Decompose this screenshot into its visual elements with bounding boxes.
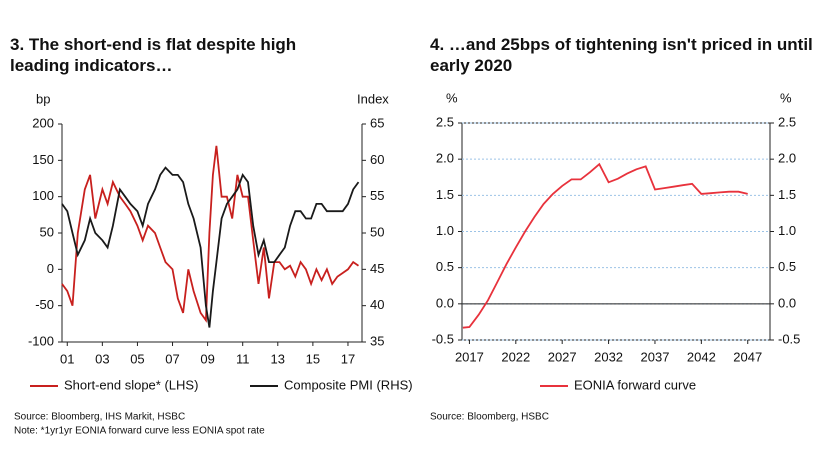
y-tick-label: -100	[28, 333, 54, 348]
chart-title: 3. The short-end is flat despite high le…	[10, 35, 297, 75]
y-axis-label: bp	[36, 91, 50, 106]
x-tick-label: 2027	[548, 349, 577, 364]
x-tick-label: 13	[271, 351, 285, 366]
x-tick-label: 2017	[455, 349, 484, 364]
y2-tick-label: 45	[370, 261, 384, 276]
x-tick-label: 07	[165, 351, 179, 366]
y-tick-label: 2.0	[436, 151, 454, 166]
y2-tick-label: -0.5	[778, 331, 800, 346]
y2-tick-label: 65	[370, 115, 384, 130]
x-tick-label: 15	[306, 351, 320, 366]
y-tick-label: 2.5	[436, 114, 454, 129]
y-tick-label: -50	[35, 297, 54, 312]
y2-tick-label: 50	[370, 224, 384, 239]
source-note: Source: Bloomberg, IHS Markit, HSBC	[14, 412, 185, 423]
footnote: Note: *1yr1yr EONIA forward curve less E…	[14, 426, 265, 437]
y2-tick-label: 2.5	[778, 114, 796, 129]
y-axis-label: %	[446, 90, 458, 105]
y2-tick-label: 35	[370, 333, 384, 348]
chart-title: 4. …and 25bps of tightening isn't priced…	[430, 35, 813, 75]
y2-tick-label: 2.0	[778, 151, 796, 166]
series-line	[61, 145, 360, 323]
x-tick-label: 11	[236, 351, 250, 366]
y2-tick-label: 1.5	[778, 187, 796, 202]
y-tick-label: 1.0	[436, 223, 454, 238]
y-tick-label: 100	[32, 188, 54, 203]
y2-tick-label: 55	[370, 188, 384, 203]
series-line	[462, 162, 748, 329]
x-tick-label: 2042	[687, 349, 716, 364]
x-tick-label: 2037	[641, 349, 670, 364]
x-tick-label: 05	[130, 351, 144, 366]
y2-tick-label: 40	[370, 297, 384, 312]
x-tick-label: 2032	[594, 349, 623, 364]
y2-axis-label: Index	[357, 91, 389, 106]
x-tick-label: 01	[60, 351, 74, 366]
y-tick-label: 150	[32, 152, 54, 167]
y-tick-label: 0	[47, 261, 54, 276]
y2-tick-label: 1.0	[778, 223, 796, 238]
source-note: Source: Bloomberg, HSBC	[430, 412, 549, 423]
y2-tick-label: 0.0	[778, 295, 796, 310]
y2-axis-label: %	[780, 90, 792, 105]
x-tick-label: 2022	[501, 349, 530, 364]
x-tick-label: 17	[341, 351, 355, 366]
x-tick-label: 2047	[733, 349, 762, 364]
legend-label: Short-end slope* (LHS)	[64, 377, 198, 392]
y-tick-label: 200	[32, 115, 54, 130]
x-tick-label: 03	[95, 351, 109, 366]
y-tick-label: 50	[40, 224, 54, 239]
legend-label: EONIA forward curve	[574, 377, 696, 392]
y-tick-label: -0.5	[432, 331, 454, 346]
y2-tick-label: 60	[370, 152, 384, 167]
legend-label: Composite PMI (RHS)	[284, 377, 413, 392]
y-tick-label: 0.0	[436, 295, 454, 310]
x-tick-label: 09	[200, 351, 214, 366]
series-line	[61, 166, 360, 328]
y-tick-label: 0.5	[436, 259, 454, 274]
y-tick-label: 1.5	[436, 187, 454, 202]
y2-tick-label: 0.5	[778, 259, 796, 274]
